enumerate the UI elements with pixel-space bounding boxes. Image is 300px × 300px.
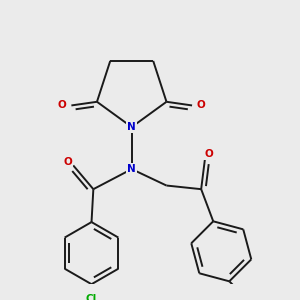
- Text: O: O: [58, 100, 67, 110]
- Text: N: N: [128, 164, 136, 174]
- Text: O: O: [63, 157, 72, 167]
- Text: N: N: [128, 122, 136, 132]
- Text: O: O: [204, 149, 213, 160]
- Text: O: O: [197, 100, 206, 110]
- Text: Cl: Cl: [86, 294, 97, 300]
